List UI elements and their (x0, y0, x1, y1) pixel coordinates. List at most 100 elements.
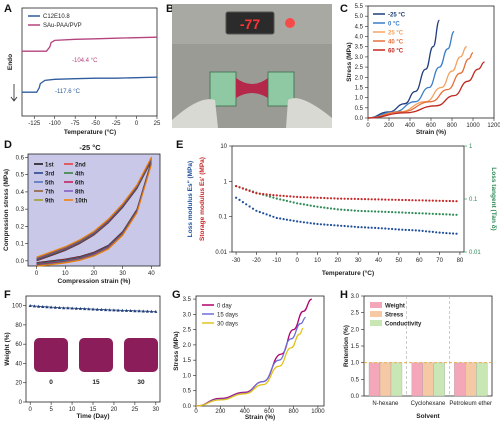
panel-e-point-2 (448, 199, 451, 203)
panel-e-point-1 (374, 210, 377, 213)
panel-h-bar (379, 362, 392, 397)
panel-e-point-1 (360, 209, 363, 213)
panel-f-weight-point (45, 305, 49, 309)
panel-e-point-2 (333, 197, 336, 200)
panel-e-point-1 (282, 199, 285, 202)
panel-c-ytick-label: 4.0 (355, 35, 364, 41)
panel-c-series-4 (367, 52, 474, 119)
panel-f-xtick-label: 20 (111, 407, 118, 413)
panel-g-plot (195, 298, 313, 407)
panel-e-point-2 (418, 199, 421, 202)
panel-e-point-2 (326, 197, 329, 200)
panel-e-point-3 (285, 218, 288, 221)
panel-e-point-2 (370, 198, 373, 201)
panel-e-point-1 (411, 211, 414, 215)
panel-f-weight-point (129, 309, 133, 312)
panel-e-point-3 (346, 225, 350, 228)
panel-a-xlabel: Temperature (°C) (64, 128, 116, 136)
panel-e-ylabel-loss-tangent: Loss tangent (Tan δ) (490, 167, 497, 230)
panel-e-xtick-label: -30 (232, 258, 241, 264)
panel-g-series-3 (195, 327, 304, 407)
panel-c-legend-2: 0 °C (388, 22, 400, 28)
panel-e-point-1 (285, 199, 288, 202)
panel-e-point-1 (367, 210, 370, 213)
panel-f-weight-point (133, 309, 137, 313)
panel-e-point-2 (431, 199, 434, 202)
panel-f: F 0 15 30 0 20 40 60 80 100 0 5 10 15 20 25 30 Weig… (4, 289, 161, 420)
panel-h-legend-swatch-3 (370, 320, 382, 326)
panel-f-weight-point (116, 308, 120, 312)
panel-e-point-3 (397, 228, 400, 231)
panel-e-point-3 (262, 212, 265, 215)
panel-e-point-2 (282, 194, 285, 197)
panel-f-weight-point (112, 308, 116, 312)
panel-c-legend-1: -25 °C (388, 13, 406, 19)
panel-e-point-2 (272, 194, 275, 197)
panel-e-point-2 (265, 193, 268, 196)
panel-e-point-2 (424, 199, 428, 202)
panel-h-legend-swatch-2 (370, 311, 382, 317)
panel-e-point-2 (346, 197, 350, 200)
panel-a-legend-2: SAu-PAA/PVP (43, 23, 82, 29)
panel-c-plot (367, 19, 485, 119)
panel-h-plot (364, 296, 492, 397)
panel-e-point-2 (357, 197, 360, 201)
panel-a-xtick-label: -75 (71, 121, 80, 127)
panel-e-point-1 (441, 213, 445, 216)
panel-e-point-1 (329, 207, 333, 210)
panel-h-legend-2: Stress (385, 313, 404, 319)
panel-e-point-3 (296, 220, 299, 223)
panel-e-point-1 (431, 212, 434, 215)
panel-f-ytick-label: 0 (19, 400, 23, 406)
panel-e-point-3 (448, 232, 451, 235)
panel-e-point-3 (377, 227, 380, 230)
panel-f-weight-point (62, 306, 66, 310)
panel-e-xtick-label: 10 (314, 258, 321, 264)
panel-d-ytick-label: 0.0 (16, 259, 25, 265)
panel-e-point-2 (391, 198, 394, 201)
panel-f-weight-point (108, 308, 112, 312)
panel-h-ylabel: Retention (%) (343, 325, 350, 367)
panel-e-point-3 (265, 213, 268, 216)
panel-f-weight-point (37, 304, 41, 308)
panel-e-point-2 (367, 198, 370, 201)
panel-d-legend-5: 5th (45, 181, 54, 187)
panel-h-legend-swatch-1 (370, 302, 382, 308)
panel-e-point-3 (441, 231, 445, 234)
panel-f-weight-point (154, 309, 158, 313)
panel-e-point-1 (424, 212, 428, 215)
panel-d-ytick-label: 0.4 (16, 190, 25, 196)
panel-e-point-3 (418, 229, 421, 232)
panel-h-bar (476, 362, 488, 397)
panel-d-ytick-label: 0.5 (16, 173, 25, 179)
panel-e-point-2 (251, 191, 255, 194)
panel-e-point-3 (343, 224, 346, 228)
panel-e-point-3 (370, 226, 373, 229)
panel-b-label: B (166, 3, 174, 15)
glove-left (172, 99, 218, 128)
panel-f-weight-point (145, 309, 149, 313)
panel-e-point-2 (401, 198, 404, 202)
panel-e-point-2 (316, 196, 319, 199)
panel-e-point-1 (445, 213, 448, 216)
panel-c-yticks: 0.0 0.5 1.0 1.5 2.0 2.5 3.0 3.5 4.0 4.5 5.0 5.5 (355, 4, 368, 122)
panel-e-point-1 (309, 204, 312, 207)
sample-photo-day-0 (34, 338, 68, 372)
panel-e-point-3 (435, 231, 438, 234)
panel-h-bar (368, 362, 381, 397)
panel-e-point-1 (279, 198, 282, 201)
panel-h-ytick-label: 0.0 (351, 394, 360, 400)
panel-g-xlabel: Strain (%) (245, 414, 275, 421)
panel-d-xtick-label: 0 (35, 271, 39, 277)
panel-e-plot (235, 185, 458, 235)
panel-c-label: C (340, 3, 348, 15)
panel-e-point-3 (309, 222, 312, 225)
panel-a-xtick-label: -100 (49, 121, 62, 127)
panel-e-point-3 (424, 230, 428, 233)
panel-e-point-2 (455, 200, 458, 203)
panel-c-ytick-label: 3.0 (355, 55, 364, 61)
panel-e-point-2 (275, 194, 278, 197)
panel-e-point-3 (431, 230, 434, 233)
panel-e-point-2 (445, 199, 448, 203)
